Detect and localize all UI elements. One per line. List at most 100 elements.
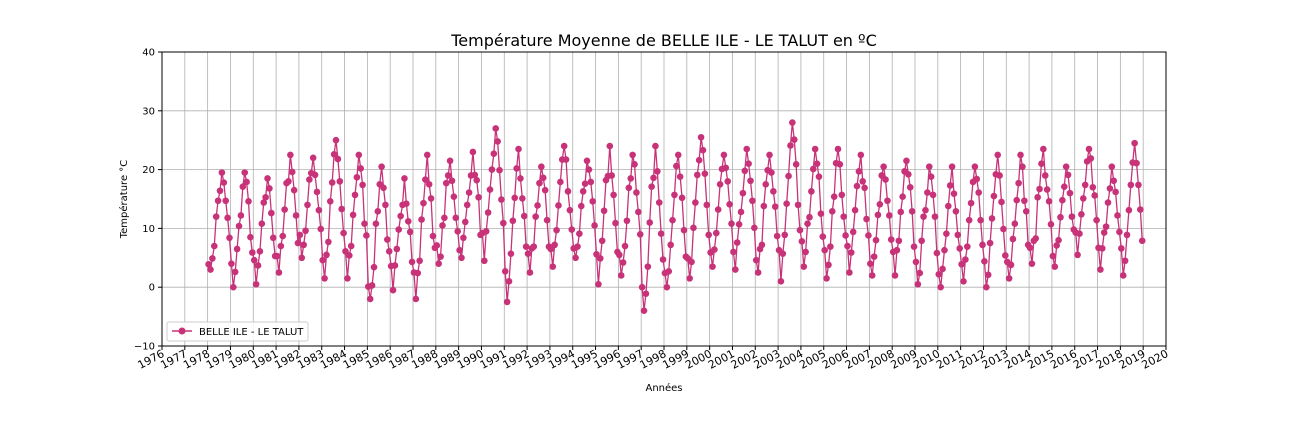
data-point — [279, 232, 287, 240]
data-point — [304, 201, 311, 209]
data-point — [212, 213, 220, 220]
data-point — [650, 174, 657, 182]
data-point — [1127, 181, 1135, 189]
data-point — [273, 252, 281, 260]
data-point — [827, 243, 834, 250]
data-point — [366, 295, 374, 303]
data-point — [1068, 213, 1076, 220]
data-point — [924, 189, 931, 196]
data-point — [874, 211, 882, 219]
data-point — [209, 255, 216, 262]
data-point — [1060, 183, 1068, 190]
data-point — [555, 202, 562, 209]
data-point — [338, 205, 345, 213]
data-point — [813, 160, 821, 168]
data-point — [903, 157, 910, 165]
data-point — [1047, 220, 1055, 228]
data-point — [326, 198, 334, 205]
data-point — [673, 162, 680, 170]
y-axis: −10 0 10 20 30 40 — [134, 48, 162, 353]
data-point — [427, 195, 435, 202]
data-point — [733, 239, 741, 246]
data-point — [1005, 275, 1013, 282]
data-point — [1034, 193, 1041, 201]
data-point — [465, 189, 473, 196]
data-point — [275, 269, 283, 276]
data-point — [522, 243, 530, 250]
data-point — [281, 206, 288, 213]
data-point — [247, 233, 254, 241]
data-point — [1135, 181, 1142, 189]
data-point — [423, 151, 431, 159]
data-point — [1045, 198, 1053, 205]
data-point — [591, 222, 598, 229]
data-point — [789, 119, 796, 126]
data-point — [454, 228, 461, 235]
data-point — [549, 263, 557, 270]
data-point — [385, 248, 393, 255]
data-point — [448, 177, 456, 185]
data-point — [1043, 186, 1051, 193]
data-point — [905, 171, 912, 178]
data-point — [663, 283, 671, 291]
data-point — [680, 226, 688, 234]
data-point — [977, 216, 984, 224]
data-point — [505, 278, 513, 285]
data-point — [922, 206, 929, 214]
data-point — [625, 184, 633, 192]
data-point — [610, 191, 617, 199]
data-point — [600, 207, 608, 215]
data-point — [688, 258, 695, 266]
data-point — [920, 213, 927, 220]
data-point — [589, 198, 596, 205]
data-point — [498, 196, 505, 203]
data-point — [595, 280, 602, 288]
data-point — [846, 269, 853, 276]
data-point — [536, 179, 543, 187]
data-point — [250, 256, 258, 264]
data-point — [703, 201, 711, 209]
data-point — [983, 283, 990, 291]
data-point — [760, 202, 768, 210]
data-point — [568, 226, 576, 233]
data-point — [644, 263, 652, 270]
data-point — [819, 233, 827, 240]
data-point — [652, 142, 659, 150]
data-point — [1051, 263, 1059, 270]
data-point — [1089, 183, 1097, 191]
y-axis-label: Température °C — [118, 160, 130, 240]
data-point — [323, 251, 330, 259]
data-point — [990, 192, 998, 200]
data-point — [842, 232, 849, 239]
data-point — [349, 211, 357, 219]
data-point — [517, 175, 524, 182]
data-point — [458, 254, 465, 262]
data-point — [979, 241, 986, 249]
data-point — [785, 172, 792, 180]
data-point — [815, 173, 823, 180]
data-point — [1011, 220, 1019, 227]
data-point — [726, 200, 733, 208]
data-point — [581, 180, 589, 188]
data-point — [245, 198, 252, 205]
data-point — [587, 178, 595, 186]
data-point — [891, 272, 899, 279]
data-point — [456, 246, 463, 254]
data-point — [872, 236, 880, 244]
data-point — [572, 254, 579, 262]
data-point — [241, 169, 249, 176]
data-point — [494, 138, 501, 145]
data-point — [1064, 171, 1072, 179]
data-point — [779, 250, 787, 257]
data-point — [357, 165, 365, 172]
data-point — [958, 260, 965, 268]
data-point — [906, 183, 914, 191]
data-point — [697, 133, 705, 141]
data-point — [941, 246, 948, 254]
data-point — [758, 241, 766, 249]
data-point — [994, 151, 1002, 159]
data-point — [642, 290, 650, 297]
data-point — [771, 203, 779, 210]
data-point — [1112, 188, 1119, 196]
data-point — [408, 258, 416, 266]
